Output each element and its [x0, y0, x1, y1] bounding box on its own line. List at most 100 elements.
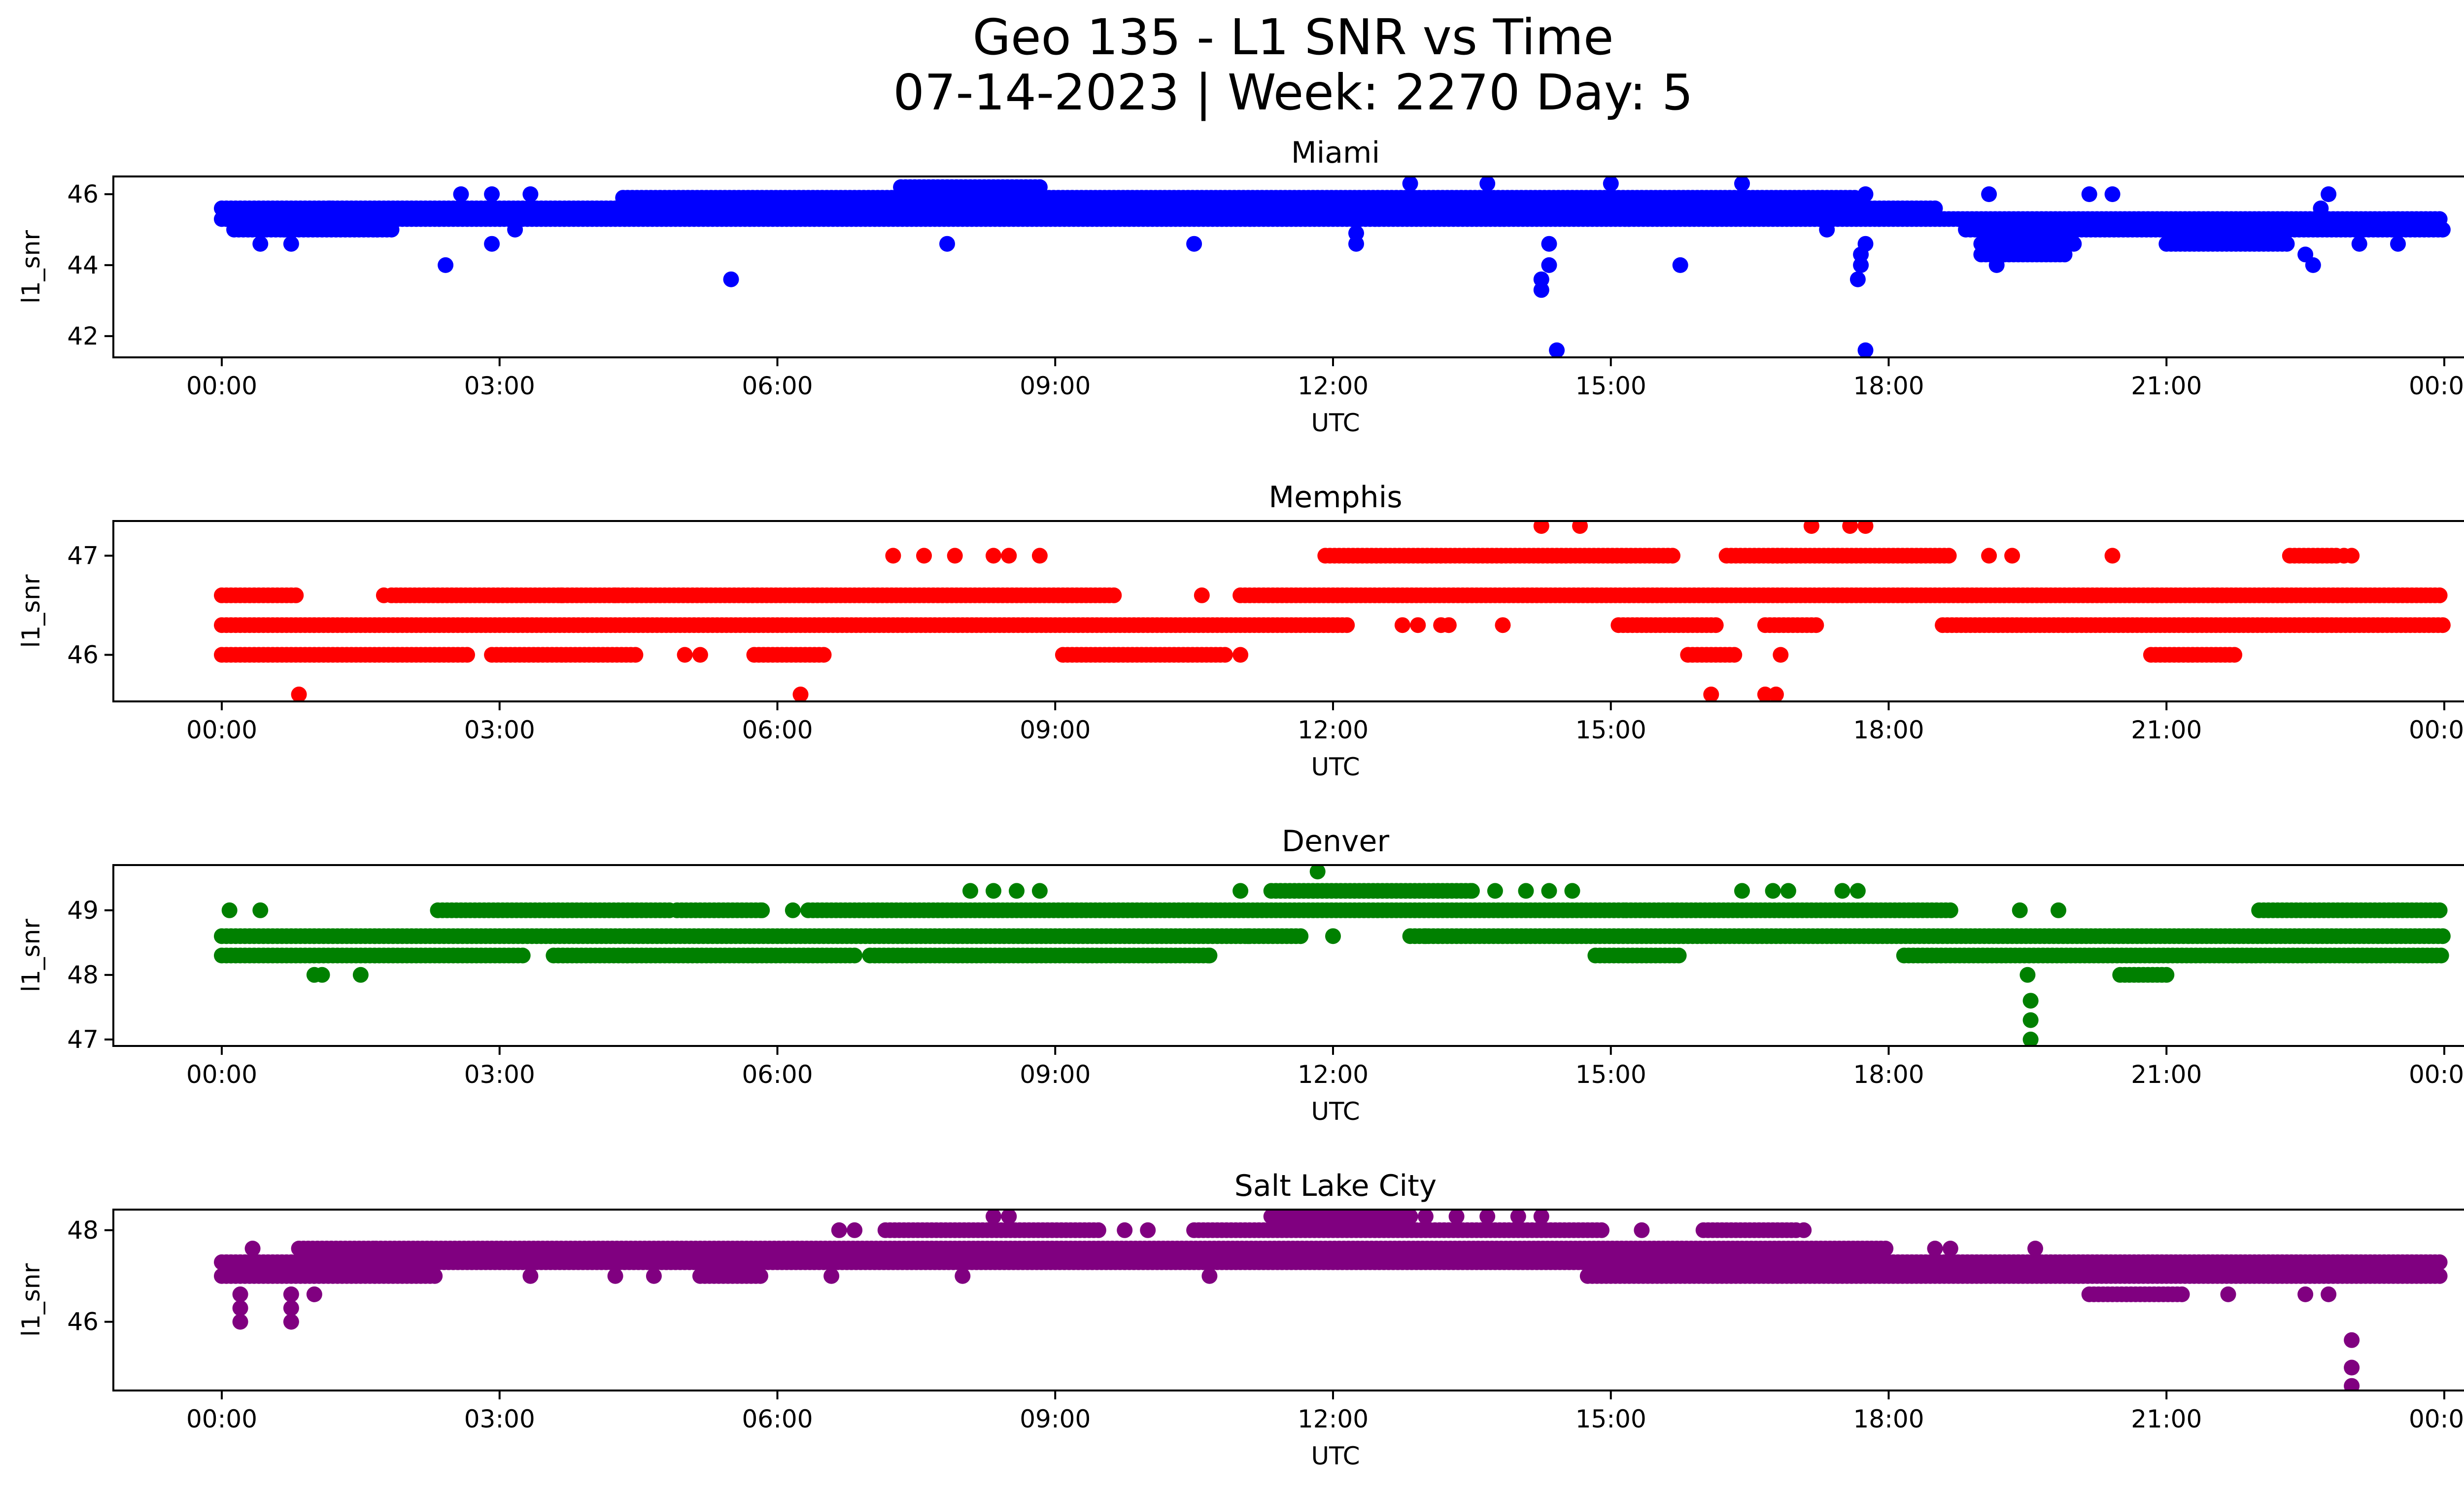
x-axis-label: UTC — [1311, 1097, 1360, 1126]
data-point — [1325, 928, 1341, 944]
data-point — [553, 587, 569, 603]
data-point — [352, 967, 369, 983]
data-point — [314, 967, 330, 983]
data-point — [1857, 521, 1874, 534]
data-point — [1671, 947, 1687, 964]
y-tick-label: 47 — [67, 541, 99, 570]
data-point — [2431, 1254, 2448, 1270]
data-point — [2022, 1031, 2039, 1046]
data-point — [1440, 617, 1457, 633]
x-tick-label: 00:00 — [2409, 716, 2464, 744]
y-axis-label: l1_snr — [17, 919, 45, 992]
data-point — [947, 548, 963, 564]
data-point — [1768, 686, 1784, 701]
data-point — [221, 902, 238, 918]
data-point — [2431, 902, 2448, 918]
data-point — [383, 221, 400, 238]
data-point — [1803, 521, 1819, 534]
data-point — [1672, 257, 1688, 273]
data-point — [1487, 883, 1503, 899]
data-point — [1402, 176, 1418, 192]
data-point — [692, 647, 708, 663]
x-tick-label: 12:00 — [1298, 372, 1369, 400]
x-tick-label: 06:00 — [742, 1060, 813, 1089]
data-point — [2104, 186, 2121, 202]
data-point — [459, 647, 475, 663]
data-point — [677, 647, 693, 663]
x-tick-label: 15:00 — [1575, 1060, 1646, 1089]
data-point — [723, 271, 739, 287]
data-point — [1878, 1241, 1894, 1256]
data-point — [283, 236, 299, 252]
data-point — [522, 186, 539, 202]
data-point — [1572, 521, 1588, 534]
x-tick-label: 15:00 — [1575, 716, 1646, 744]
data-point — [1410, 617, 1426, 633]
data-point — [2022, 993, 2039, 1009]
data-point — [1734, 176, 1750, 192]
x-axis-label: UTC — [1311, 753, 1360, 781]
data-point — [1549, 342, 1565, 357]
y-tick-label: 46 — [67, 180, 99, 209]
data-point — [2431, 587, 2448, 603]
data-point — [607, 587, 623, 603]
x-tick-label: 12:00 — [1298, 1060, 1369, 1089]
data-point — [2321, 186, 2337, 202]
figure-title-line2: 07-14-2023 | Week: 2270 Day: 5 — [893, 64, 1693, 121]
data-point — [2022, 1012, 2039, 1028]
axes-frame — [112, 175, 2464, 358]
data-point — [962, 883, 978, 899]
data-point — [1708, 617, 1724, 633]
data-point — [2305, 257, 2321, 273]
data-point — [2004, 548, 2020, 564]
data-point — [1849, 883, 1866, 899]
data-point — [1009, 883, 1025, 899]
data-point — [1541, 883, 1557, 899]
data-point — [1240, 928, 1256, 944]
data-point — [1194, 587, 1210, 603]
data-point — [785, 902, 801, 918]
data-point — [2390, 236, 2406, 252]
data-point — [847, 947, 863, 964]
data-point — [252, 236, 269, 252]
data-point — [1564, 883, 1580, 899]
data-point — [986, 883, 1001, 899]
data-point — [1001, 548, 1017, 564]
data-point — [1309, 865, 1326, 880]
data-point — [1734, 883, 1750, 899]
data-point — [2434, 221, 2451, 238]
data-point — [1232, 647, 1249, 663]
data-point — [1464, 883, 1480, 899]
x-tick-label: 00:00 — [186, 716, 257, 744]
x-tick-label: 00:00 — [2409, 1060, 2464, 1089]
data-point — [1779, 548, 1795, 564]
data-point — [2336, 548, 2352, 564]
data-point — [885, 548, 901, 564]
subplot-title: Memphis — [1268, 480, 1402, 515]
data-point — [939, 236, 955, 252]
data-point — [792, 686, 809, 701]
data-point — [1857, 186, 1874, 202]
data-point — [2279, 236, 2295, 252]
data-point — [1703, 686, 1719, 701]
data-point — [1819, 221, 1835, 238]
data-point — [1981, 186, 1997, 202]
data-point — [288, 587, 304, 603]
data-point — [1479, 176, 1496, 192]
data-point — [1541, 257, 1557, 273]
data-point — [1942, 902, 1958, 918]
data-point — [2313, 200, 2329, 216]
x-tick-label: 21:00 — [2131, 372, 2202, 400]
data-point — [1106, 587, 1122, 603]
data-point — [1201, 947, 1218, 964]
x-tick-label: 00:00 — [2409, 372, 2464, 400]
y-tick-label: 48 — [67, 961, 99, 989]
data-point — [627, 647, 644, 663]
x-tick-label: 03:00 — [464, 372, 535, 400]
data-point — [2158, 967, 2175, 983]
data-point — [1981, 548, 1997, 564]
data-point — [2434, 617, 2451, 633]
data-point — [1533, 521, 1549, 534]
